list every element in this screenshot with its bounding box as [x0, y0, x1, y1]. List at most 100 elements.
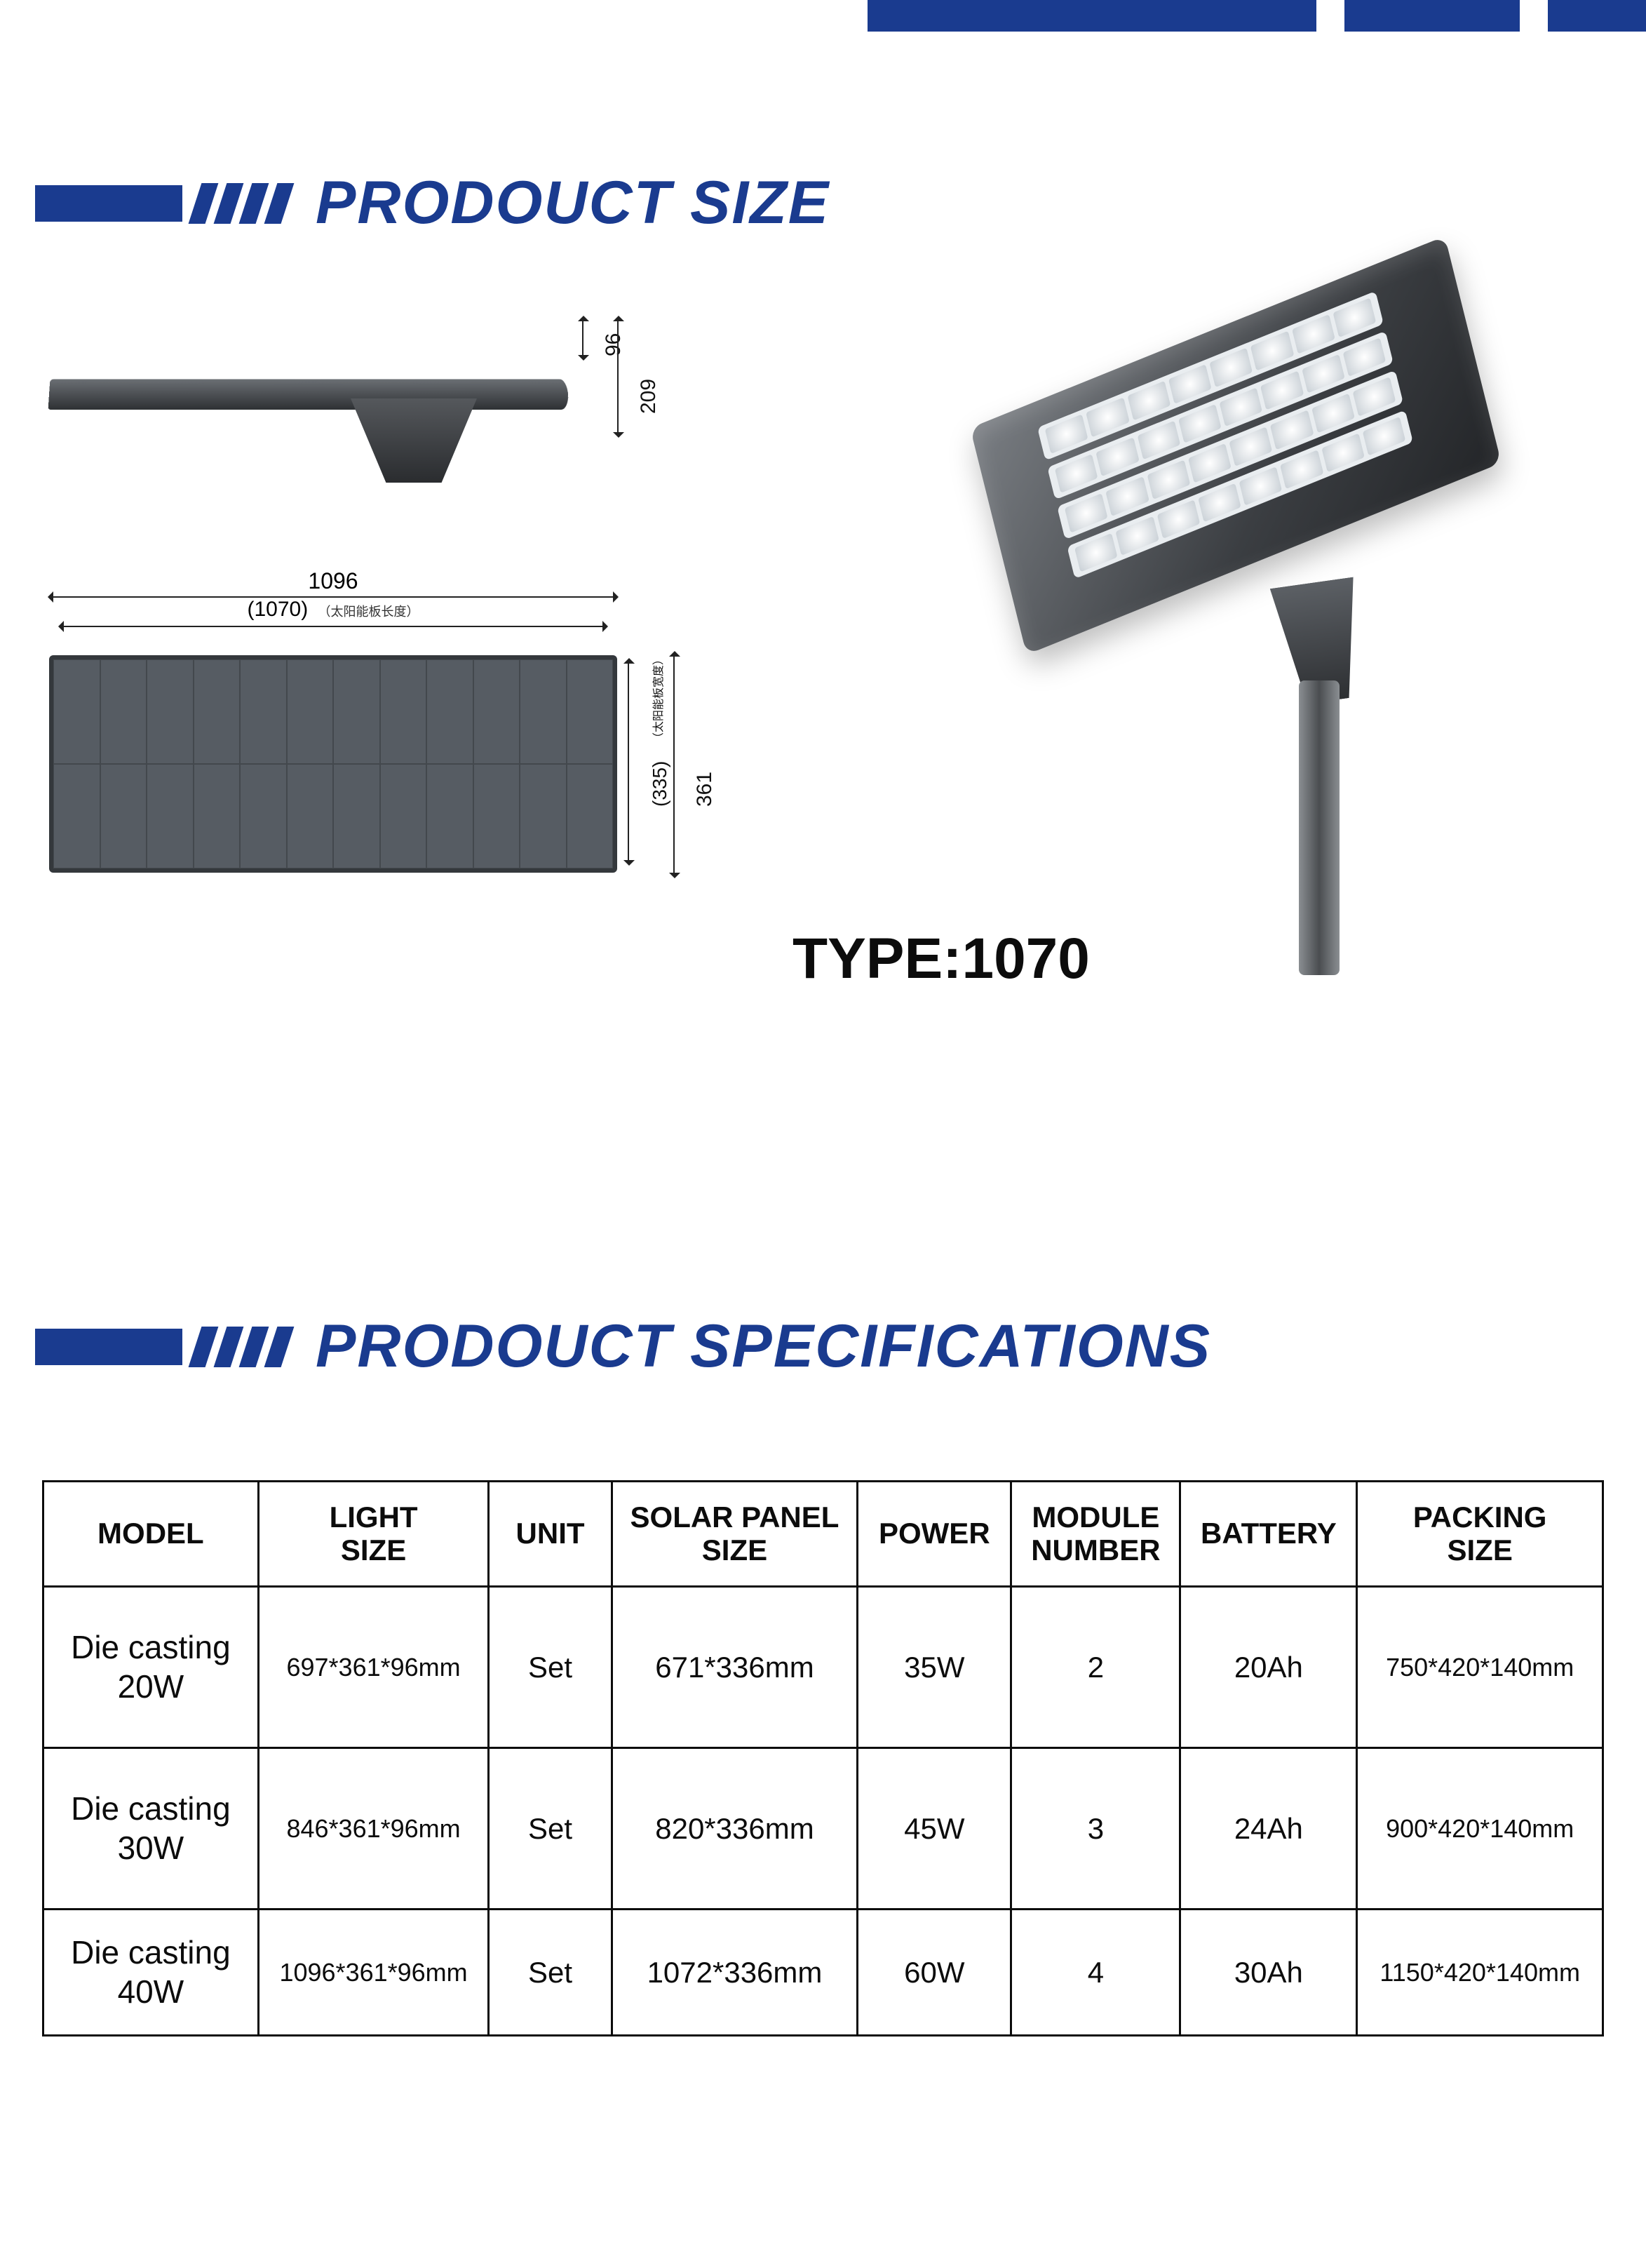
- panel-cell: [520, 764, 567, 868]
- size-title: PRODOUCT SIZE: [316, 168, 830, 238]
- panel-cell: [287, 659, 334, 764]
- table-header-cell: MODEL: [43, 1482, 259, 1587]
- type-label: TYPE:1070: [792, 926, 1090, 992]
- led-dot: [1147, 460, 1190, 499]
- dim-209: [617, 317, 619, 436]
- specs-title: PRODOUCT SPECIFICATIONS: [316, 1312, 1211, 1381]
- cell-model: Die casting40W: [43, 1910, 259, 2036]
- dim-361: [673, 652, 675, 877]
- led-dot: [1178, 404, 1222, 443]
- top-bar-1: [868, 0, 1316, 32]
- panel-cell: [380, 764, 427, 868]
- led-dot: [1342, 337, 1386, 377]
- panel-cell: [473, 764, 520, 868]
- table-header-cell: MODULENUMBER: [1011, 1482, 1180, 1587]
- dim-96-label: 96: [602, 333, 626, 356]
- panel-cell: [567, 659, 614, 764]
- table-body: Die casting20W697*361*96mmSet671*336mm35…: [43, 1587, 1603, 2036]
- solar-panel-grid: [49, 655, 617, 873]
- table-header-cell: UNIT: [489, 1482, 612, 1587]
- cell-battery: 20Ah: [1180, 1587, 1357, 1748]
- cell-packing: 750*420*140mm: [1357, 1587, 1603, 1748]
- table-header-row: MODELLIGHTSIZEUNITSOLAR PANELSIZEPOWERMO…: [43, 1482, 1603, 1587]
- led-dot: [1302, 354, 1345, 393]
- cell-unit: Set: [489, 1587, 612, 1748]
- cell-power: 35W: [858, 1587, 1011, 1748]
- led-dot: [1055, 454, 1098, 493]
- led-dot: [1106, 476, 1149, 516]
- panel-cell: [53, 659, 100, 764]
- panel-cell: [100, 764, 147, 868]
- led-dot: [1188, 443, 1232, 483]
- table-row: Die casting20W697*361*96mmSet671*336mm35…: [43, 1587, 1603, 1748]
- cell-packing: 1150*420*140mm: [1357, 1910, 1603, 2036]
- slash-decor: [189, 183, 303, 224]
- cell-panel-size: 671*336mm: [612, 1587, 858, 1748]
- led-dot: [1219, 387, 1262, 427]
- table-row: Die casting30W846*361*96mmSet820*336mm45…: [43, 1748, 1603, 1910]
- panel-cell: [240, 764, 287, 868]
- table-header-cell: LIGHTSIZE: [258, 1482, 489, 1587]
- panel-cell: [147, 764, 194, 868]
- top-bar-2: [1344, 0, 1520, 32]
- render-pole: [1299, 680, 1340, 975]
- panel-cell: [473, 659, 520, 764]
- cell-unit: Set: [489, 1748, 612, 1910]
- top-bar-3: [1548, 0, 1646, 32]
- cell-power: 60W: [858, 1910, 1011, 2036]
- panel-cell: [567, 764, 614, 868]
- section-header-specs: PRODOUCT SPECIFICATIONS: [35, 1312, 1211, 1381]
- table-header-cell: SOLAR PANELSIZE: [612, 1482, 858, 1587]
- dim-361-label: 361: [693, 772, 717, 807]
- table-header-cell: PACKINGSIZE: [1357, 1482, 1603, 1587]
- cell-module: 3: [1011, 1748, 1180, 1910]
- panel-cell: [520, 659, 567, 764]
- led-dot: [1260, 370, 1304, 410]
- top-panel-drawing: 1096 (1070) （太阳能板长度）: [49, 596, 708, 873]
- panel-cell: [194, 764, 241, 868]
- header-bar: [35, 1329, 182, 1365]
- panel-cell: [240, 659, 287, 764]
- cell-model: Die casting30W: [43, 1748, 259, 1910]
- table-header-cell: POWER: [858, 1482, 1011, 1587]
- header-bar: [35, 185, 182, 222]
- specs-table: MODELLIGHTSIZEUNITSOLAR PANELSIZEPOWERMO…: [42, 1480, 1604, 2036]
- dim-335: [628, 659, 629, 864]
- dim-1096-label: 1096: [308, 568, 358, 594]
- slash-decor: [189, 1327, 303, 1367]
- led-dot: [1065, 493, 1108, 532]
- light-body-side: [48, 379, 569, 410]
- led-dot: [1270, 410, 1314, 450]
- table-header-cell: BATTERY: [1180, 1482, 1357, 1587]
- dim-1070-value: (1070): [247, 598, 308, 621]
- side-profile-drawing: [49, 365, 582, 533]
- panel-cell: [100, 659, 147, 764]
- dim-96: [582, 317, 583, 359]
- table-row: Die casting40W1096*361*96mmSet1072*336mm…: [43, 1910, 1603, 2036]
- cell-module: 4: [1011, 1910, 1180, 2036]
- led-dot: [1352, 377, 1396, 416]
- cell-packing: 900*420*140mm: [1357, 1748, 1603, 1910]
- product-render: [896, 260, 1527, 961]
- cell-light-size: 1096*361*96mm: [258, 1910, 489, 2036]
- dim-209-label: 209: [637, 379, 661, 414]
- size-diagram: 96 209 1096 (1070) （太阳能板长度） (335) （太阳能板宽…: [35, 309, 1611, 1010]
- cell-light-size: 697*361*96mm: [258, 1587, 489, 1748]
- cell-model: Die casting20W: [43, 1587, 259, 1748]
- panel-cell: [287, 764, 334, 868]
- dim-335-note: （太阳能板宽度）: [649, 654, 666, 744]
- panel-cell: [147, 659, 194, 764]
- cell-battery: 24Ah: [1180, 1748, 1357, 1910]
- panel-cell: [426, 659, 473, 764]
- cell-panel-size: 820*336mm: [612, 1748, 858, 1910]
- cell-light-size: 846*361*96mm: [258, 1748, 489, 1910]
- cell-power: 45W: [858, 1748, 1011, 1910]
- section-header-size: PRODOUCT SIZE: [35, 168, 830, 238]
- panel-cell: [380, 659, 427, 764]
- cell-battery: 30Ah: [1180, 1910, 1357, 2036]
- cell-panel-size: 1072*336mm: [612, 1910, 858, 2036]
- dim-1070-note: （太阳能板长度）: [318, 605, 419, 619]
- panel-cell: [333, 659, 380, 764]
- light-arm-side: [351, 398, 477, 483]
- panel-cell: [426, 764, 473, 868]
